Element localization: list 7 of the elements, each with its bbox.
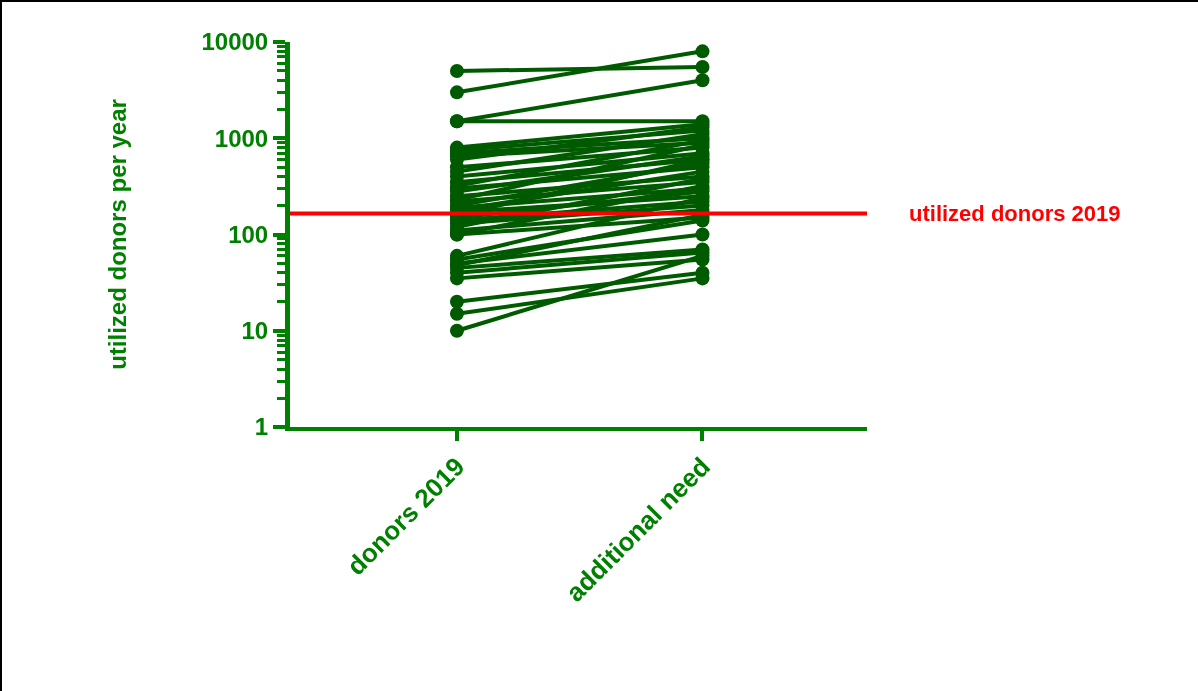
y-tick-label: 1000 [214,124,269,152]
y-tick-label: 10000 [201,28,269,56]
y-tick-label: 1 [254,413,269,441]
y-tick-label: 10 [241,317,269,345]
y-tick-label: 100 [228,220,269,248]
ref-line-label: utilized donors 2019 [909,201,1121,226]
y-axis-title: utilized donors per year [103,99,131,370]
